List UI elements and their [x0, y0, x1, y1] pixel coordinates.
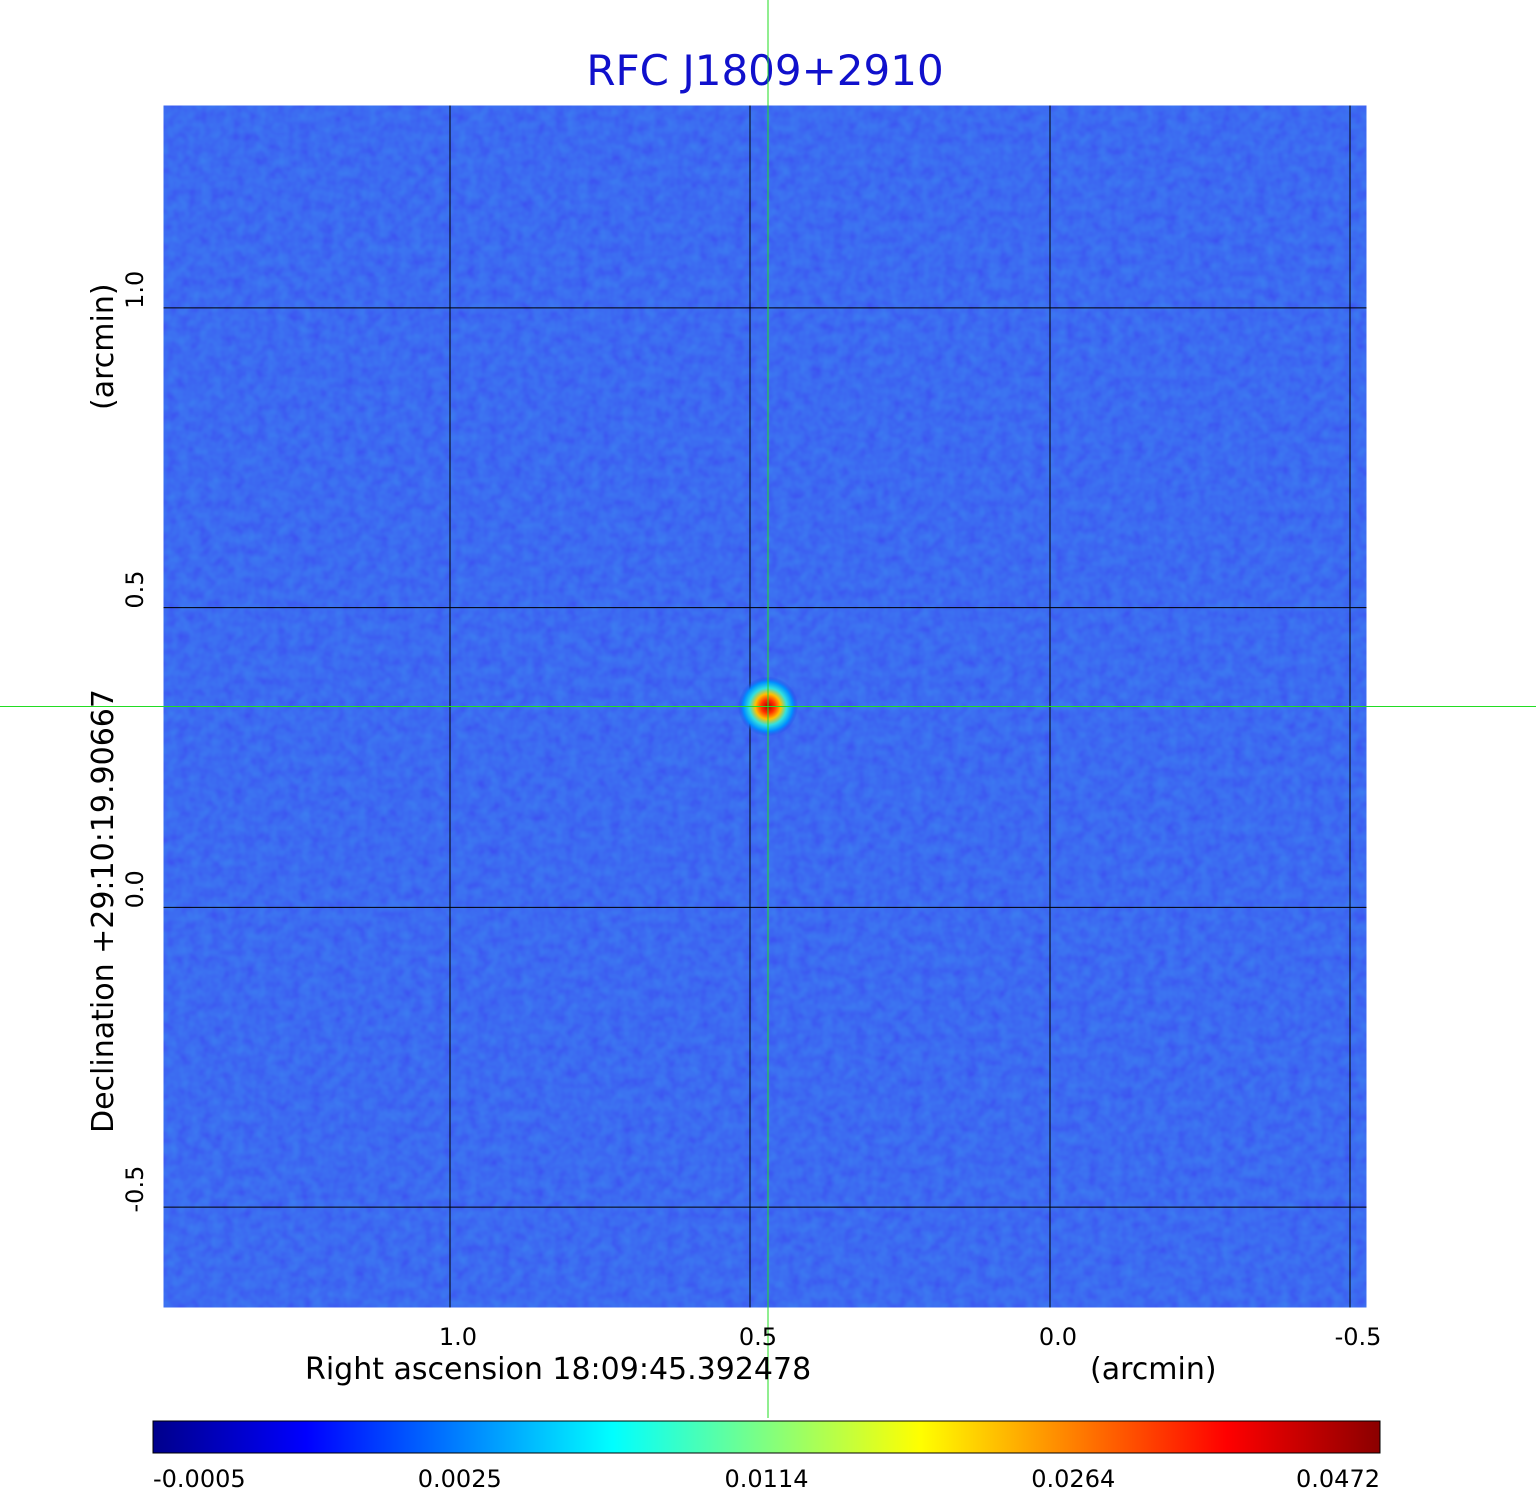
colorbar-tick-label: -0.0005	[153, 1465, 246, 1493]
colorbar-tick-labels: -0.0005 0.0025 0.0114 0.0264 0.0472	[153, 1465, 1380, 1493]
colorbar-tick-label: 0.0025	[418, 1465, 502, 1493]
x-tick-label: 0.5	[739, 1323, 777, 1351]
x-tick-label: 1.0	[439, 1323, 477, 1351]
y-tick-label: 0.5	[121, 570, 149, 608]
y-axis-label: Declination +29:10:19.90667	[86, 689, 121, 1133]
colorbar: -0.0005 0.0025 0.0114 0.0264 0.0472	[152, 1420, 1381, 1493]
colorbar-tick-label: 0.0264	[1031, 1465, 1115, 1493]
x-axis-unit: (arcmin)	[1090, 1352, 1217, 1387]
y-tick-label: 0.0	[121, 870, 149, 908]
chart-title: RFC J1809+2910	[586, 46, 943, 95]
colorbar-gradient	[152, 1420, 1381, 1454]
x-axis-label: Right ascension 18:09:45.392478	[305, 1352, 811, 1387]
x-tick-label: -0.5	[1335, 1323, 1382, 1351]
colorbar-tick-label: 0.0114	[725, 1465, 809, 1493]
y-tick-labels: 1.0 0.5 0.0 -0.5	[121, 271, 149, 1213]
colorbar-tick-label: 0.0472	[1296, 1465, 1380, 1493]
crosshair	[0, 0, 1536, 1418]
y-tick-label: 1.0	[121, 271, 149, 309]
x-tick-label: 0.0	[1039, 1323, 1077, 1351]
x-tick-labels: 1.0 0.5 0.0 -0.5	[439, 1323, 1382, 1351]
y-tick-label: -0.5	[121, 1166, 149, 1213]
y-axis-unit: (arcmin)	[86, 283, 121, 410]
